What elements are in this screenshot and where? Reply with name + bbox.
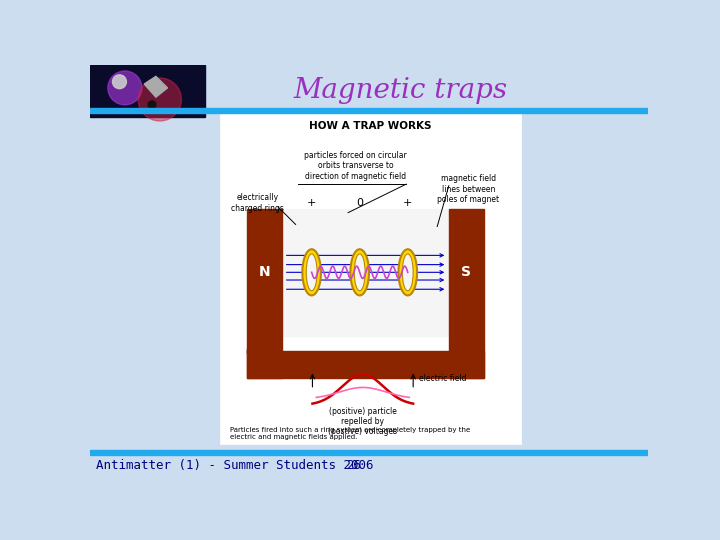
Text: electric field: electric field — [419, 374, 467, 383]
Text: Particles fired into such a ring system are completely trapped by the
electric a: Particles fired into such a ring system … — [230, 427, 469, 440]
Circle shape — [148, 101, 156, 109]
Text: (positive) particle
repelled by
(postive) voltages: (positive) particle repelled by (postive… — [328, 407, 397, 436]
Circle shape — [248, 336, 279, 367]
Text: electrically
charged rings: electrically charged rings — [231, 193, 284, 213]
Text: 0: 0 — [356, 198, 363, 207]
Bar — [90, 108, 648, 113]
Text: HOW A TRAP WORKS: HOW A TRAP WORKS — [310, 120, 432, 131]
Text: +: + — [307, 198, 316, 207]
Circle shape — [108, 71, 142, 105]
Bar — [90, 450, 648, 455]
Bar — [90, 65, 204, 117]
Text: 26: 26 — [346, 458, 361, 472]
Bar — [248, 209, 282, 378]
Text: Antimatter (1) - Summer Students 2006: Antimatter (1) - Summer Students 2006 — [96, 458, 374, 472]
Ellipse shape — [306, 254, 317, 291]
Circle shape — [112, 75, 127, 89]
Bar — [248, 351, 484, 378]
Bar — [282, 209, 449, 336]
Text: Magnetic traps: Magnetic traps — [293, 77, 507, 104]
Ellipse shape — [354, 254, 365, 291]
Polygon shape — [144, 76, 168, 97]
Ellipse shape — [398, 249, 417, 295]
Bar — [220, 112, 521, 444]
Text: N: N — [259, 265, 271, 279]
Circle shape — [453, 336, 484, 367]
Text: +: + — [403, 198, 413, 207]
Text: magnetic field
lines between
poles of magnet: magnetic field lines between poles of ma… — [437, 174, 499, 204]
Ellipse shape — [302, 249, 321, 295]
Text: particles forced on circular
orbits transverse to
direction of magnetic field: particles forced on circular orbits tran… — [305, 151, 408, 181]
Ellipse shape — [351, 249, 369, 295]
Circle shape — [138, 78, 181, 121]
Text: S: S — [462, 265, 472, 279]
Bar — [449, 209, 484, 378]
Ellipse shape — [402, 254, 413, 291]
